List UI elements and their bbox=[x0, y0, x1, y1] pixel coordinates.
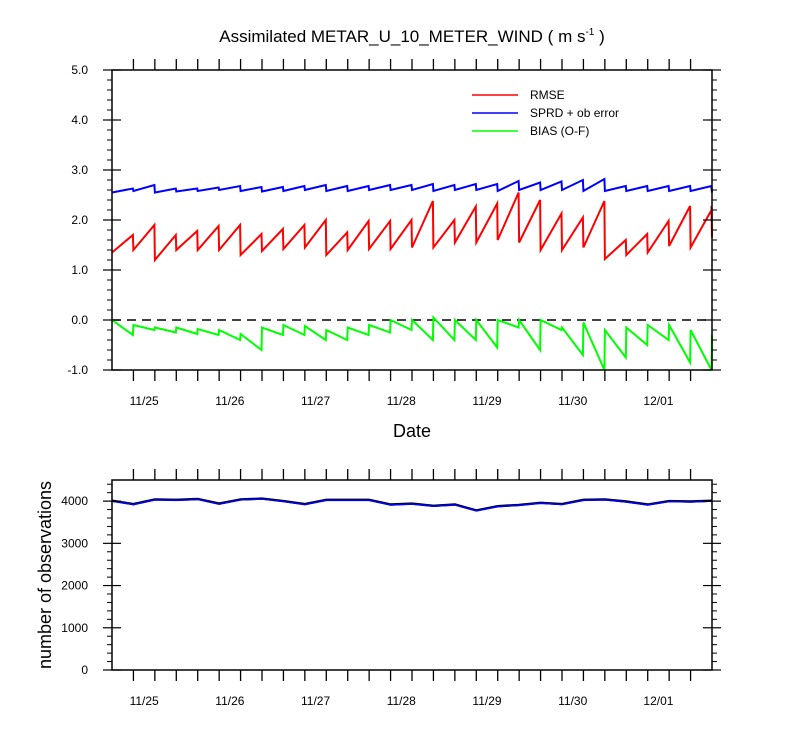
y-tick-label: 1.0 bbox=[71, 263, 88, 277]
y-tick-label: 2000 bbox=[61, 579, 88, 593]
series-line-sprd-ob-error bbox=[111, 177, 713, 194]
bottom-series-group bbox=[111, 497, 713, 512]
y-tick-label: 0 bbox=[81, 663, 88, 677]
series-line-bias-o-f bbox=[111, 315, 713, 371]
top-panel: -1.0 0.0 1.0 2.0 3.0 4.0 5.0 11/25 11/26 11/27 11/… bbox=[67, 59, 721, 441]
x-axis-title: Date bbox=[393, 421, 431, 441]
x-tick-label: 12/01 bbox=[643, 694, 673, 708]
y-tick-label: 0.0 bbox=[71, 313, 88, 327]
x-tick-label: 11/29 bbox=[472, 394, 501, 408]
x-tick-label: 11/30 bbox=[558, 694, 587, 708]
chart-title-close: ) bbox=[594, 27, 604, 46]
y-tick-label: 4000 bbox=[61, 494, 88, 508]
legend-label: SPRD + ob error bbox=[530, 106, 619, 120]
y-tick-label: 2.0 bbox=[71, 213, 88, 227]
bottom-axes-group: 0 1000 2000 3000 4000 11/25 11/26 11/27 11/28 11/… bbox=[61, 469, 721, 708]
x-tick-label: 11/29 bbox=[472, 694, 501, 708]
top-axes-group: -1.0 0.0 1.0 2.0 3.0 4.0 5.0 11/25 11/26 11/27 11/… bbox=[67, 59, 721, 408]
chart-title-exponent: -1 bbox=[585, 27, 594, 38]
y-tick-label: 3.0 bbox=[71, 163, 88, 177]
y-tick-label: 5.0 bbox=[71, 63, 88, 77]
x-tick-label: 11/26 bbox=[215, 694, 244, 708]
x-tick-label: 12/01 bbox=[643, 394, 673, 408]
chart-title-main: Assimilated METAR_U_10_METER_WIND ( m s bbox=[219, 27, 585, 46]
legend-label: BIAS (O-F) bbox=[530, 124, 589, 138]
x-tick-label: 11/25 bbox=[130, 694, 159, 708]
x-tick-label: 11/27 bbox=[301, 394, 330, 408]
x-tick-label: 11/25 bbox=[130, 394, 159, 408]
top-series-group bbox=[111, 177, 713, 371]
x-tick-label: 11/28 bbox=[387, 694, 416, 708]
legend-label: RMSE bbox=[530, 88, 565, 102]
x-tick-label: 11/30 bbox=[558, 394, 587, 408]
bottom-plot-frame bbox=[111, 479, 713, 671]
series-line-rmse bbox=[111, 192, 713, 263]
y-tick-label: 3000 bbox=[61, 536, 88, 550]
x-tick-label: 11/26 bbox=[215, 394, 244, 408]
series-line-obs-used bbox=[111, 498, 713, 512]
top-legend: RMSE SPRD + ob error BIAS (O-F) bbox=[472, 88, 619, 138]
bottom-panel: 0 1000 2000 3000 4000 11/25 11/26 11/27 11/28 11/… bbox=[35, 469, 721, 708]
y-tick-label: 4.0 bbox=[71, 113, 88, 127]
y-tick-label: 1000 bbox=[61, 621, 88, 635]
y-axis-title-observations: number of observations bbox=[35, 481, 55, 669]
x-tick-label: 11/27 bbox=[301, 694, 330, 708]
y-tick-label: -1.0 bbox=[67, 363, 88, 377]
chart-title: Assimilated METAR_U_10_METER_WIND ( m s-… bbox=[219, 27, 605, 46]
x-tick-label: 11/28 bbox=[387, 394, 416, 408]
